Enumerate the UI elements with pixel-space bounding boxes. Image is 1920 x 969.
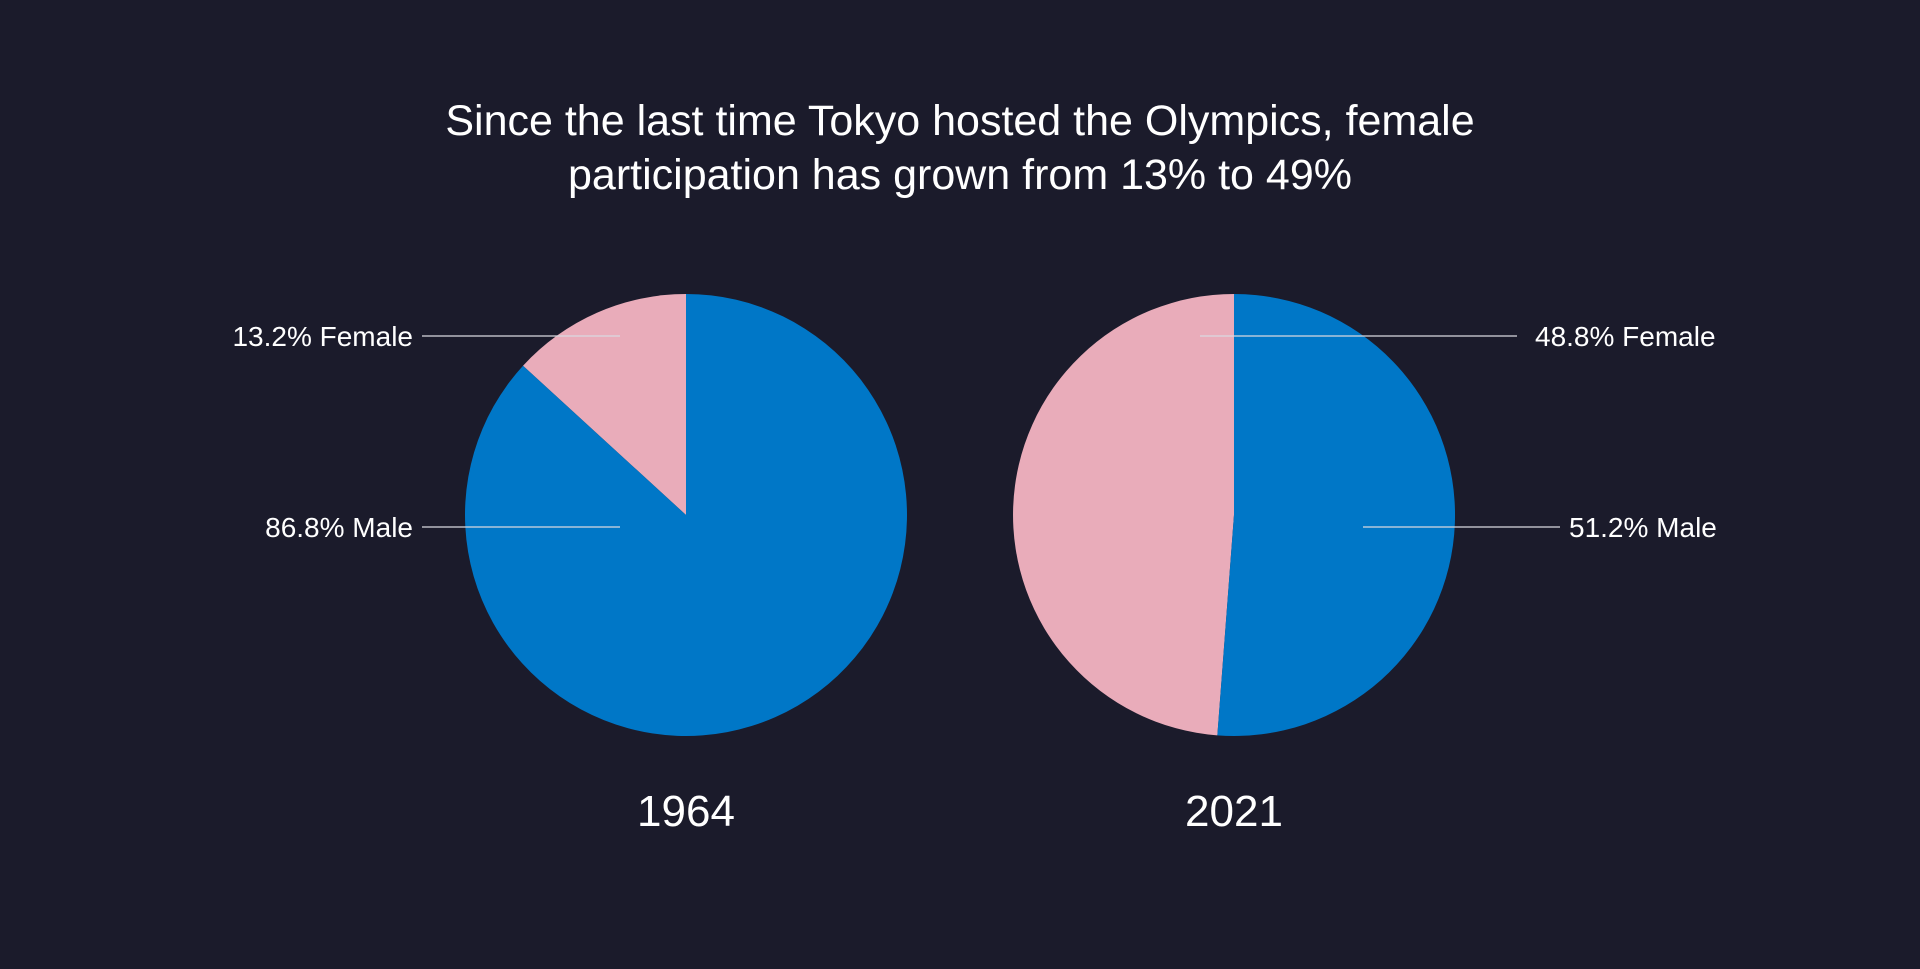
chart-title-line-1: Since the last time Tokyo hosted the Oly… bbox=[445, 97, 1474, 145]
pie-1964-female-label: 13.2% Female bbox=[232, 321, 413, 352]
pie-1964-male-label: 86.8% Male bbox=[265, 512, 413, 543]
pie-2021-female-label: 48.8% Female bbox=[1535, 321, 1716, 352]
pie-2021: 48.8% Female 51.2% Male 2021 bbox=[1013, 294, 1717, 836]
pie-1964-year-label: 1964 bbox=[637, 787, 735, 836]
pie-2021-female-slice bbox=[1013, 294, 1234, 736]
chart-title-line-2: participation has grown from 13% to 49% bbox=[568, 151, 1352, 199]
pie-1964-female-slice bbox=[523, 294, 686, 515]
pie-2021-year-label: 2021 bbox=[1185, 787, 1283, 836]
pie-2021-male-slice bbox=[1217, 294, 1456, 736]
pie-1964-male-slice bbox=[464, 294, 907, 736]
pie-1964: 13.2% Female 86.8% Male 1964 bbox=[232, 294, 907, 836]
pie-2021-male-label: 51.2% Male bbox=[1569, 512, 1717, 543]
